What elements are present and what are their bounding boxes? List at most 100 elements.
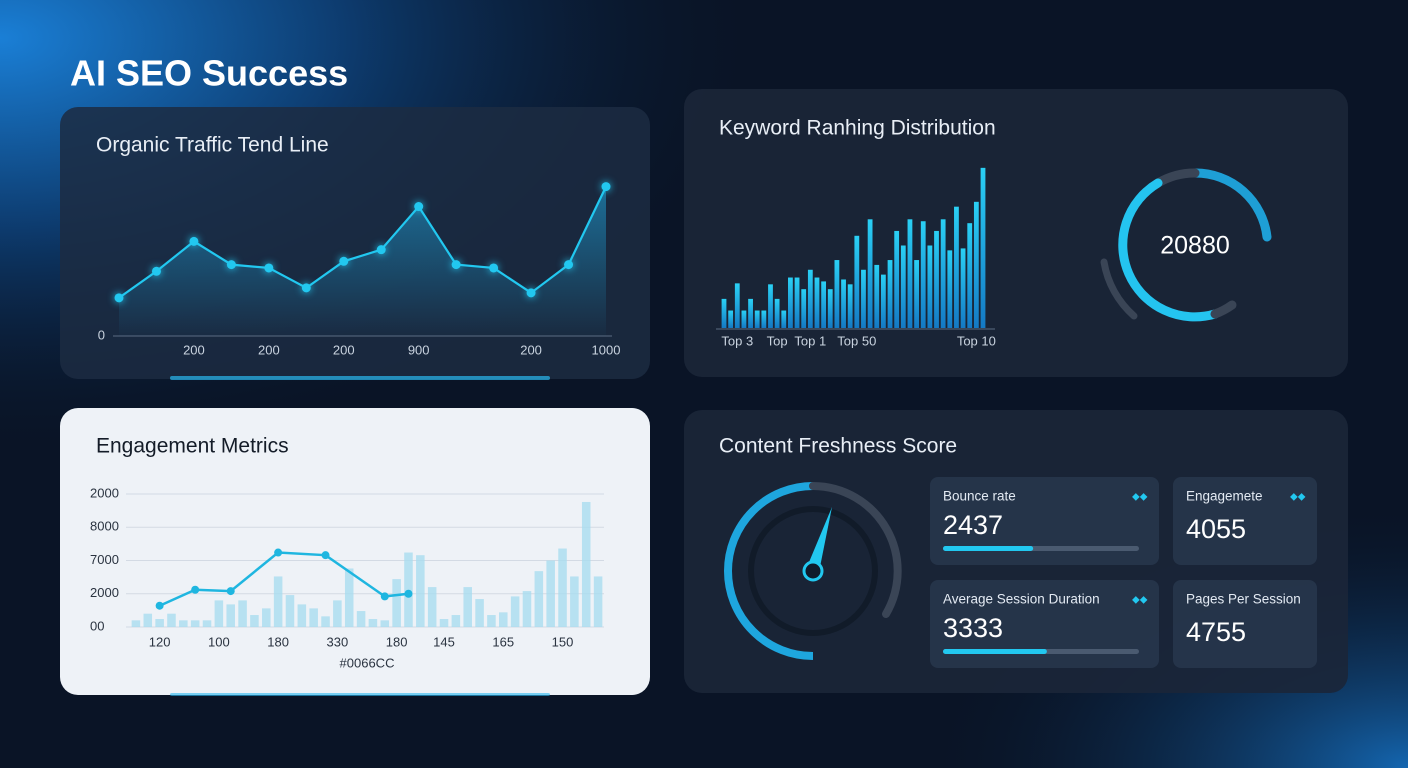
x-tick-label: Top 10	[957, 333, 996, 348]
bar	[781, 310, 787, 328]
x-tick-label: 1000	[592, 342, 621, 357]
bar	[954, 206, 959, 328]
x-tick-label: 145	[433, 634, 455, 649]
bar	[794, 277, 800, 328]
bar	[522, 591, 532, 627]
bar	[321, 616, 330, 627]
y-tick-label: 7000	[90, 552, 119, 567]
point	[451, 260, 461, 270]
bar	[534, 571, 544, 627]
bar	[834, 260, 840, 328]
bar	[416, 555, 425, 627]
metric-card	[930, 477, 1159, 565]
donut	[1100, 168, 1272, 322]
point	[155, 601, 164, 610]
point	[301, 283, 311, 293]
metric-card	[930, 580, 1159, 668]
bar	[250, 615, 259, 627]
bar	[741, 310, 747, 328]
y-tick-label: 8000	[90, 519, 119, 534]
bar	[947, 250, 953, 328]
bar	[914, 260, 919, 328]
x-tick-label: Top 3	[721, 333, 753, 348]
bar	[854, 235, 860, 328]
donut-arc	[1100, 258, 1138, 320]
metric-card	[1173, 477, 1317, 565]
bar	[167, 613, 176, 627]
panel-title: Keyword Ranhing Distribution	[719, 117, 996, 140]
bar	[980, 167, 986, 328]
y-tick-label: 2000	[90, 485, 119, 500]
x-tick-label: 200	[183, 342, 205, 357]
x-tick-label: Top	[767, 333, 788, 348]
bar	[570, 576, 579, 627]
metric-label: Pages Per Session	[1186, 592, 1301, 607]
bar	[368, 619, 378, 627]
x-tick-label: 165	[492, 634, 514, 649]
point	[380, 592, 389, 601]
bar	[131, 620, 141, 627]
bar	[880, 274, 886, 328]
x-tick-label: 900	[408, 342, 430, 357]
y-tick-label: 0	[98, 327, 105, 342]
panel-glow	[170, 693, 550, 696]
y-tick-label: 2000	[90, 585, 119, 600]
bar	[487, 615, 496, 627]
gauge-needle	[807, 507, 832, 572]
panel-glow	[170, 376, 550, 380]
donut-arc	[1210, 300, 1237, 319]
gauge-hub	[802, 560, 824, 582]
point	[404, 589, 413, 598]
point	[414, 202, 424, 212]
bar	[887, 260, 893, 328]
metric-cards: Bounce rate 2437 ◆◆ Engagemete 4055 ◆◆ Average…	[930, 477, 1317, 668]
line	[118, 186, 607, 299]
x-tick-label: Top 1	[794, 333, 826, 348]
bar	[807, 269, 813, 328]
x-tick-label: 200	[258, 342, 280, 357]
x-tick-label: 120	[149, 634, 171, 649]
bar	[439, 619, 449, 627]
bar	[874, 264, 880, 328]
bar	[768, 284, 773, 328]
point	[191, 585, 200, 594]
bar	[392, 579, 401, 627]
x-tick-label: 200	[333, 342, 355, 357]
bar	[894, 230, 900, 328]
metric-label: Average Session Duration	[943, 592, 1100, 607]
x-tick-label: 180	[386, 634, 408, 649]
bar	[238, 600, 247, 627]
metric-value: 2437	[943, 510, 1003, 540]
line-area	[119, 186, 606, 336]
bar	[273, 576, 283, 627]
x-tick-label: Top 50	[837, 333, 876, 348]
donut-arc	[1190, 168, 1272, 242]
point	[564, 260, 574, 270]
bar	[344, 568, 354, 627]
bar	[475, 599, 484, 627]
x-tick-label: 200	[520, 342, 542, 357]
bar	[728, 310, 734, 328]
x-tick-label: 150	[552, 634, 574, 649]
bar	[900, 245, 906, 328]
metric-icon: ◆◆	[1290, 492, 1306, 503]
metric-label: Engagemete	[1186, 489, 1263, 504]
point	[114, 293, 124, 303]
bar	[867, 219, 873, 328]
bar	[847, 284, 853, 328]
bar	[546, 560, 555, 627]
gauge-ring	[748, 506, 878, 636]
bar	[861, 269, 866, 328]
bar	[814, 277, 820, 328]
point	[264, 263, 274, 273]
point	[321, 551, 330, 560]
point	[526, 288, 536, 298]
panel-title: Organic Traffic Tend Line	[96, 134, 329, 157]
bar	[774, 298, 780, 328]
bar	[155, 619, 164, 627]
point	[489, 263, 499, 273]
bar	[841, 279, 846, 328]
y-tick-label: 00	[90, 618, 104, 633]
bar	[214, 600, 224, 627]
